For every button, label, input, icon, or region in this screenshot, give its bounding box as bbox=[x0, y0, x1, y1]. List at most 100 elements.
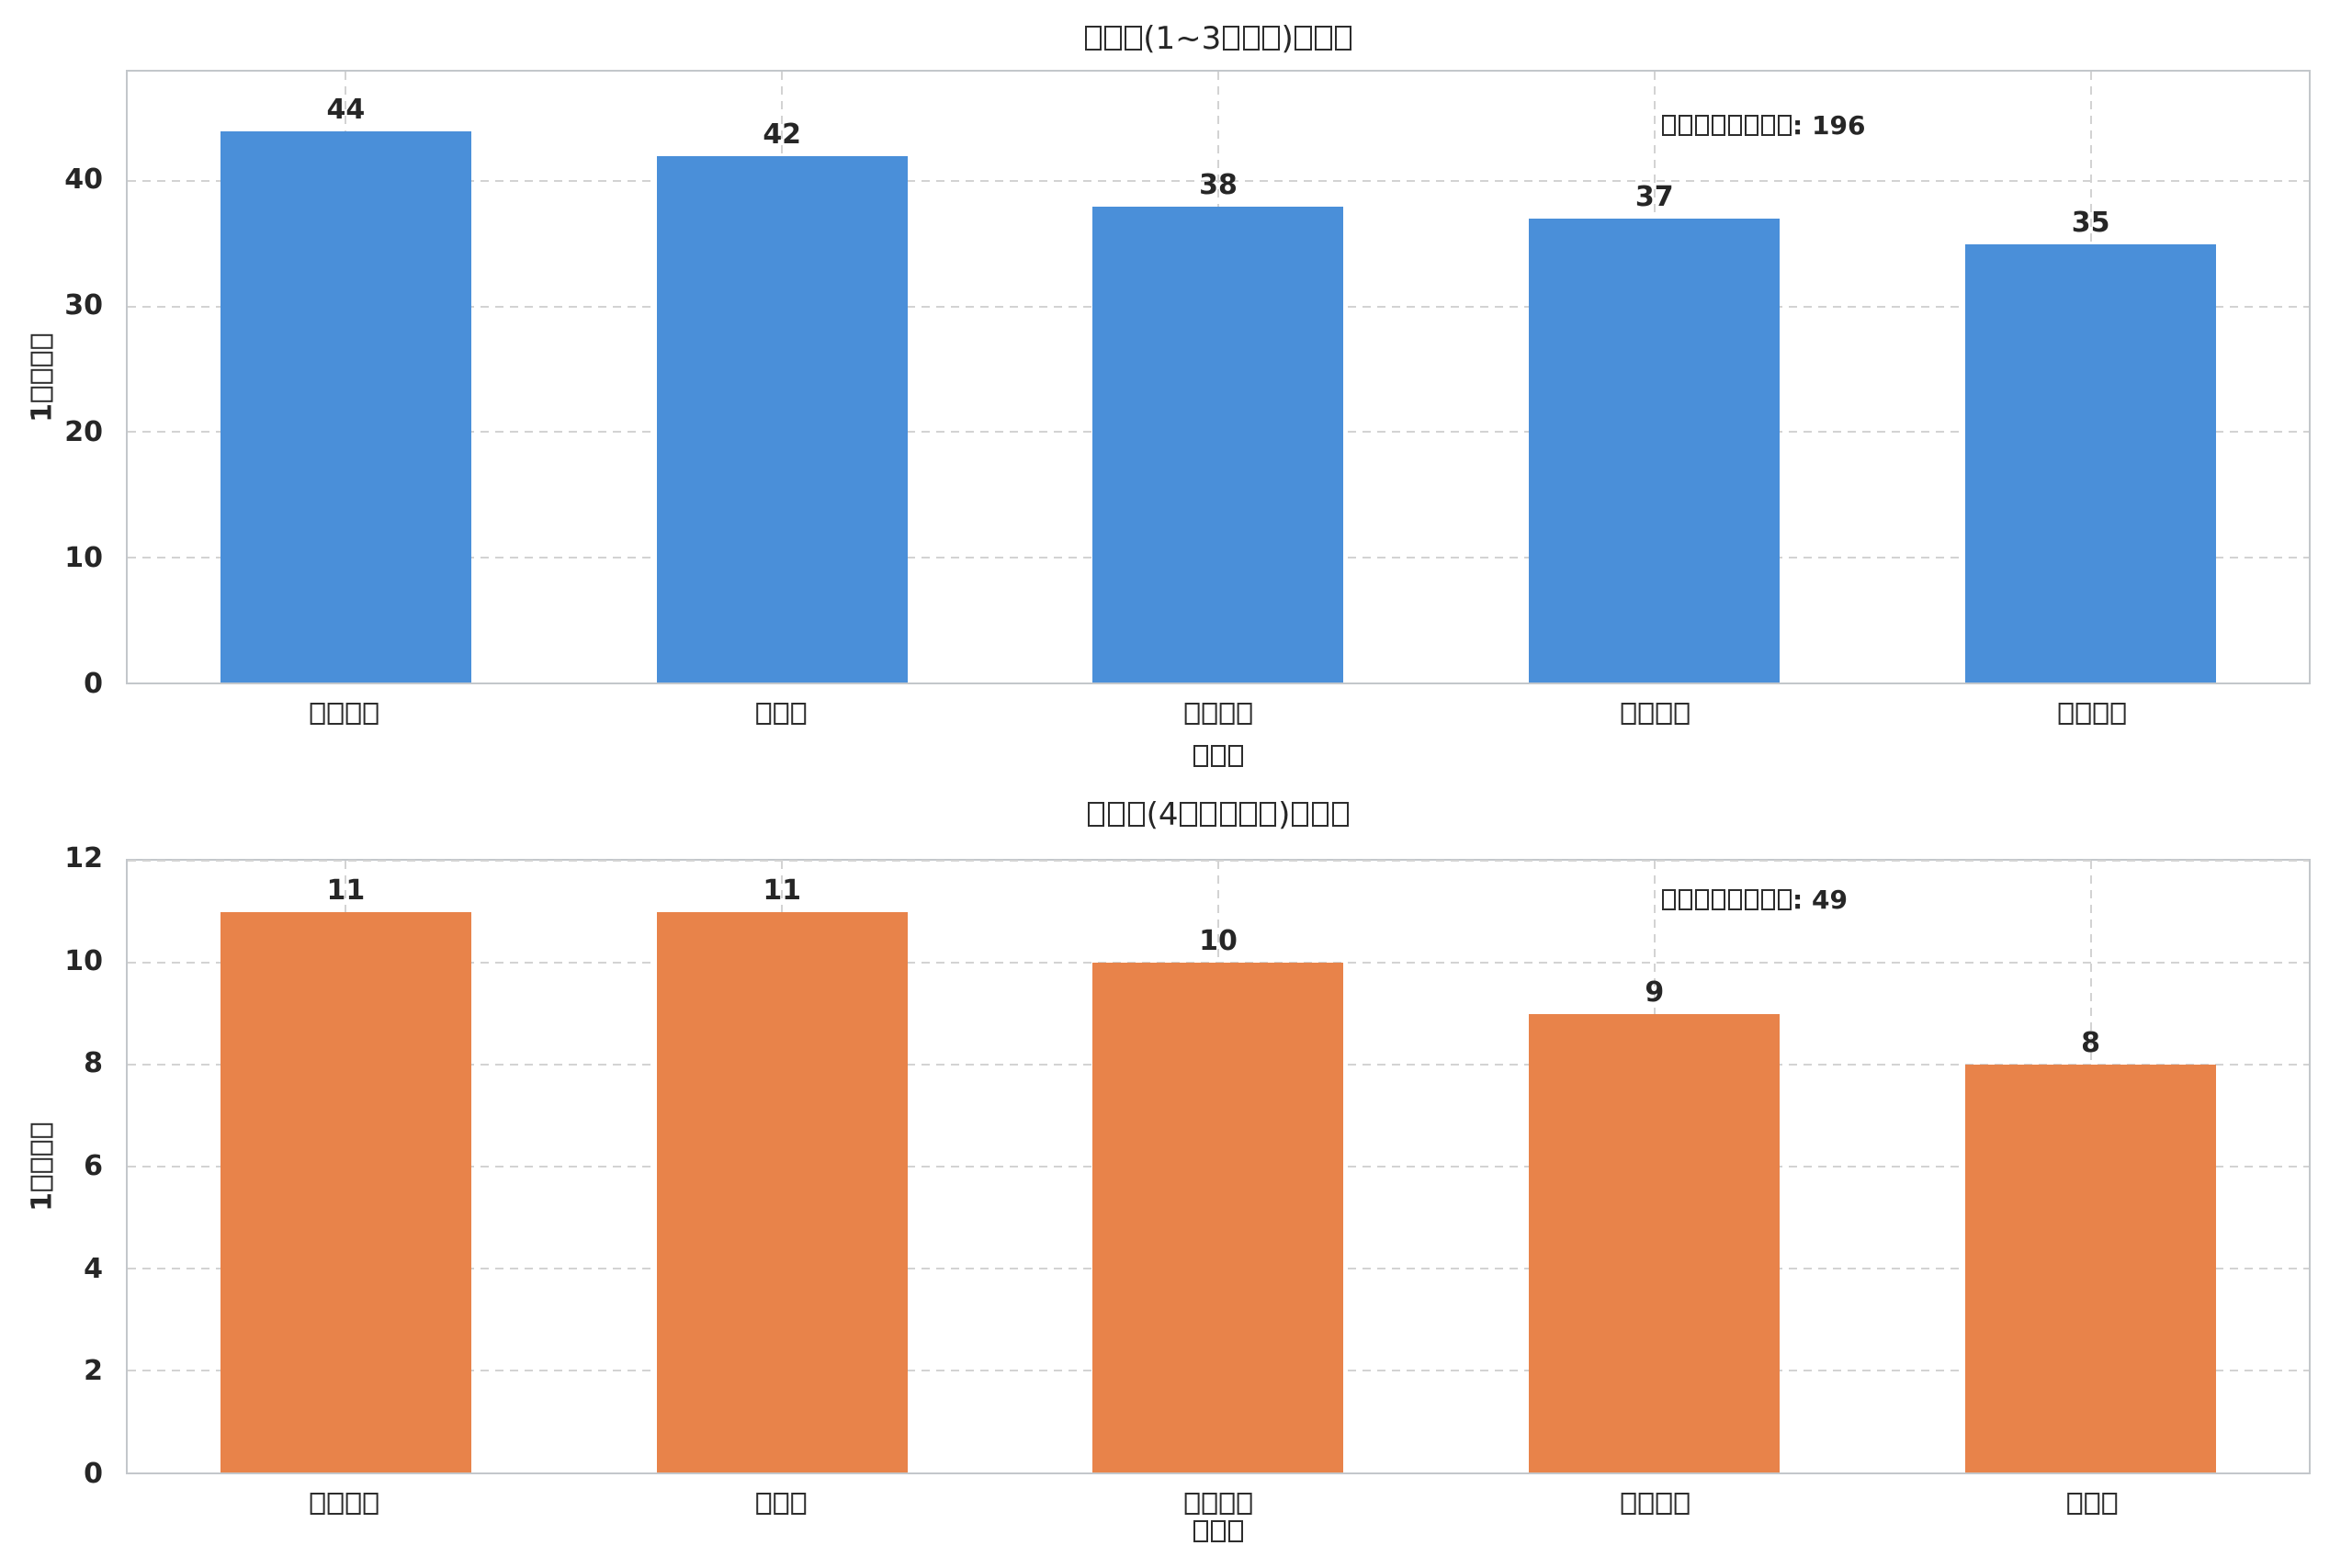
y-tick-label: 2 bbox=[84, 1355, 103, 1388]
plot-area: : 196 44 42 38 37 35 bbox=[126, 70, 2311, 684]
bar bbox=[220, 911, 471, 1472]
chart-title: (1~3) bbox=[126, 20, 2311, 57]
missing-glyph-box bbox=[2075, 702, 2091, 725]
missing-glyph-box bbox=[1695, 115, 1710, 136]
missing-glyph-box bbox=[1104, 25, 1122, 51]
missing-glyph-box bbox=[1262, 25, 1280, 51]
y-tick-label: 20 bbox=[64, 415, 103, 448]
chart-title: (4) bbox=[126, 796, 2311, 833]
x-axis-label bbox=[126, 1516, 2311, 1548]
missing-glyph-box bbox=[1777, 115, 1792, 136]
missing-glyph-box bbox=[1621, 1492, 1636, 1515]
bar bbox=[1092, 963, 1344, 1472]
missing-glyph-box bbox=[1662, 115, 1677, 136]
missing-glyph-box bbox=[1242, 25, 1261, 51]
y-tick-label: 6 bbox=[84, 1150, 103, 1182]
missing-glyph-box bbox=[345, 702, 361, 725]
missing-glyph-box bbox=[328, 702, 344, 725]
missing-glyph-box bbox=[1219, 1492, 1235, 1515]
y-tick-label: 10 bbox=[64, 944, 103, 977]
x-tick-label bbox=[1620, 1489, 1690, 1520]
bar-value-label: 11 bbox=[763, 874, 802, 907]
bar-value-label: 38 bbox=[1199, 168, 1238, 201]
missing-glyph-box bbox=[774, 1492, 789, 1515]
missing-glyph-box bbox=[1125, 25, 1142, 51]
bar-value-label: 8 bbox=[2081, 1027, 2101, 1060]
missing-glyph-box bbox=[1331, 801, 1349, 828]
missing-glyph-box bbox=[1088, 801, 1105, 828]
x-tick-label bbox=[309, 699, 379, 730]
bar bbox=[656, 156, 908, 682]
missing-glyph-box bbox=[2085, 1492, 2100, 1515]
bar-value-label: 10 bbox=[1199, 925, 1238, 957]
x-tick-label bbox=[2057, 699, 2128, 730]
missing-glyph-box bbox=[1210, 744, 1227, 767]
bar bbox=[1965, 243, 2217, 682]
missing-glyph-box bbox=[1744, 889, 1758, 910]
annotation-total: : 49 bbox=[1661, 885, 1848, 915]
bar bbox=[1965, 1065, 2217, 1472]
missing-glyph-box bbox=[1084, 25, 1102, 51]
missing-glyph-box bbox=[1222, 25, 1240, 51]
y-tick-label: 10 bbox=[64, 541, 103, 574]
y-tick-label: 30 bbox=[64, 289, 103, 322]
missing-glyph-box bbox=[1638, 702, 1655, 725]
y-tick-label: 4 bbox=[84, 1252, 103, 1285]
x-tick-label bbox=[1183, 1489, 1254, 1520]
missing-glyph-box bbox=[30, 1122, 53, 1138]
missing-glyph-box bbox=[1777, 889, 1792, 910]
missing-glyph-box bbox=[1228, 744, 1244, 767]
missing-glyph-box bbox=[1727, 115, 1742, 136]
missing-glyph-box bbox=[1180, 801, 1197, 828]
missing-glyph-box bbox=[1657, 702, 1672, 725]
missing-glyph-box bbox=[363, 702, 379, 725]
missing-glyph-box bbox=[1193, 744, 1208, 767]
missing-glyph-box bbox=[2093, 702, 2109, 725]
missing-glyph-box bbox=[1711, 115, 1726, 136]
missing-glyph-box bbox=[1760, 889, 1775, 910]
bar-value-label: 9 bbox=[1645, 976, 1665, 1009]
missing-glyph-box bbox=[1760, 115, 1775, 136]
missing-glyph-box bbox=[2066, 1492, 2083, 1515]
missing-glyph-box bbox=[1311, 801, 1329, 828]
bar-value-label: 35 bbox=[2071, 206, 2110, 239]
missing-glyph-box bbox=[363, 1492, 379, 1515]
missing-glyph-box bbox=[1295, 25, 1312, 51]
missing-glyph-box bbox=[328, 1492, 344, 1515]
bar-value-label: 11 bbox=[326, 874, 366, 907]
missing-glyph-box bbox=[1184, 1492, 1200, 1515]
missing-glyph-box bbox=[1674, 1492, 1690, 1515]
x-tick-label bbox=[2065, 1489, 2119, 1520]
missing-glyph-box bbox=[756, 1492, 772, 1515]
missing-glyph-box bbox=[791, 1492, 807, 1515]
missing-glyph-box bbox=[1193, 1519, 1208, 1542]
bar-value-label: 37 bbox=[1634, 181, 1674, 214]
missing-glyph-box bbox=[1202, 1492, 1217, 1515]
missing-glyph-box bbox=[1679, 115, 1693, 136]
missing-glyph-box bbox=[345, 1492, 361, 1515]
x-tick-label bbox=[755, 1489, 808, 1520]
missing-glyph-box bbox=[756, 702, 772, 725]
missing-glyph-box bbox=[791, 702, 807, 725]
missing-glyph-box bbox=[1334, 25, 1352, 51]
missing-glyph-box bbox=[1711, 889, 1726, 910]
missing-glyph-box bbox=[1237, 702, 1252, 725]
plot-area: : 49 11 11 10 9 8 bbox=[126, 859, 2311, 1474]
missing-glyph-box bbox=[1239, 801, 1257, 828]
missing-glyph-box bbox=[2058, 702, 2074, 725]
missing-glyph-box bbox=[1184, 702, 1200, 725]
y-tick-label: 40 bbox=[64, 164, 103, 197]
x-tick-label bbox=[755, 699, 808, 730]
y-tick-label: 0 bbox=[84, 668, 103, 700]
x-tick-label bbox=[1620, 699, 1690, 730]
missing-glyph-box bbox=[774, 702, 789, 725]
bar bbox=[656, 911, 908, 1472]
missing-glyph-box bbox=[1202, 702, 1217, 725]
missing-glyph-box bbox=[310, 1492, 326, 1515]
missing-glyph-box bbox=[1210, 1519, 1227, 1542]
missing-glyph-box bbox=[1638, 1492, 1655, 1515]
y-tick-label: 12 bbox=[64, 842, 103, 874]
